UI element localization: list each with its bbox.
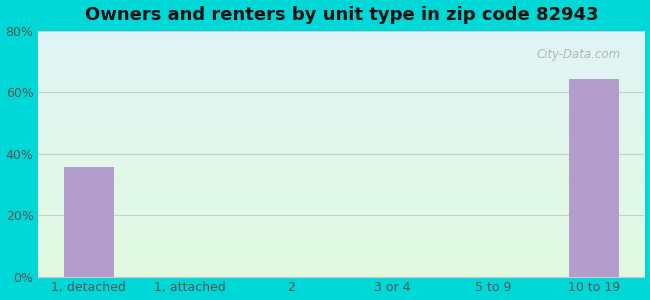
- Bar: [64, 167, 114, 277]
- Bar: [569, 79, 619, 277]
- Text: City-Data.com: City-Data.com: [536, 48, 620, 61]
- Title: Owners and renters by unit type in zip code 82943: Owners and renters by unit type in zip c…: [84, 6, 598, 24]
